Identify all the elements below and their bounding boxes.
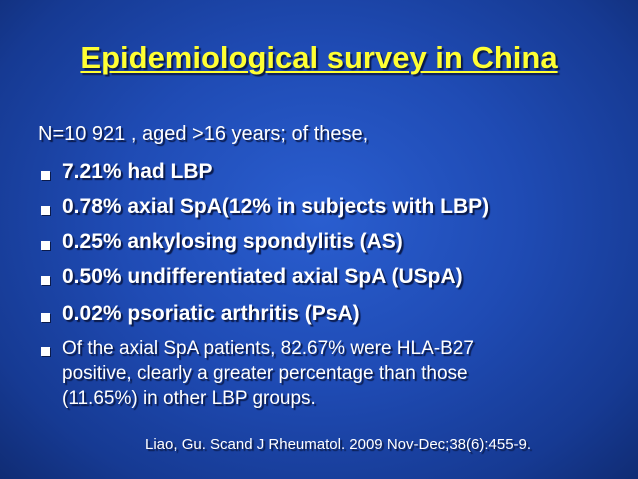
bullet-text: 0.50% undifferentiated axial SpA (USpA) [62, 265, 463, 288]
intro-text: N=10 921 , aged >16 years; of these, [38, 123, 369, 145]
bullet-text: 0.02% psoriatic arthritis (PsA) [62, 302, 360, 325]
citation: Liao, Gu. Scand J Rheumatol. 2009 Nov-De… [145, 436, 532, 453]
bullet-text: 0.78% axial SpA(12% in subjects with LBP… [62, 195, 490, 218]
note-line: Of the axial SpA patients, 82.67% were H… [62, 338, 474, 359]
bullet-icon [41, 206, 50, 215]
bullet-text: 7.21% had LBP [62, 160, 213, 183]
bullet-text: 0.25% ankylosing spondylitis (AS) [62, 230, 403, 253]
bullet-icon [41, 276, 50, 285]
note-line: positive, clearly a greater percentage t… [62, 363, 468, 384]
bullet-icon [41, 171, 50, 180]
bullet-icon [41, 347, 50, 356]
bullet-icon [41, 241, 50, 250]
bullet-icon [41, 313, 50, 322]
slide-title: Epidemiological survey in China [80, 40, 558, 75]
note-line: (11.65%) in other LBP groups. [62, 388, 316, 409]
